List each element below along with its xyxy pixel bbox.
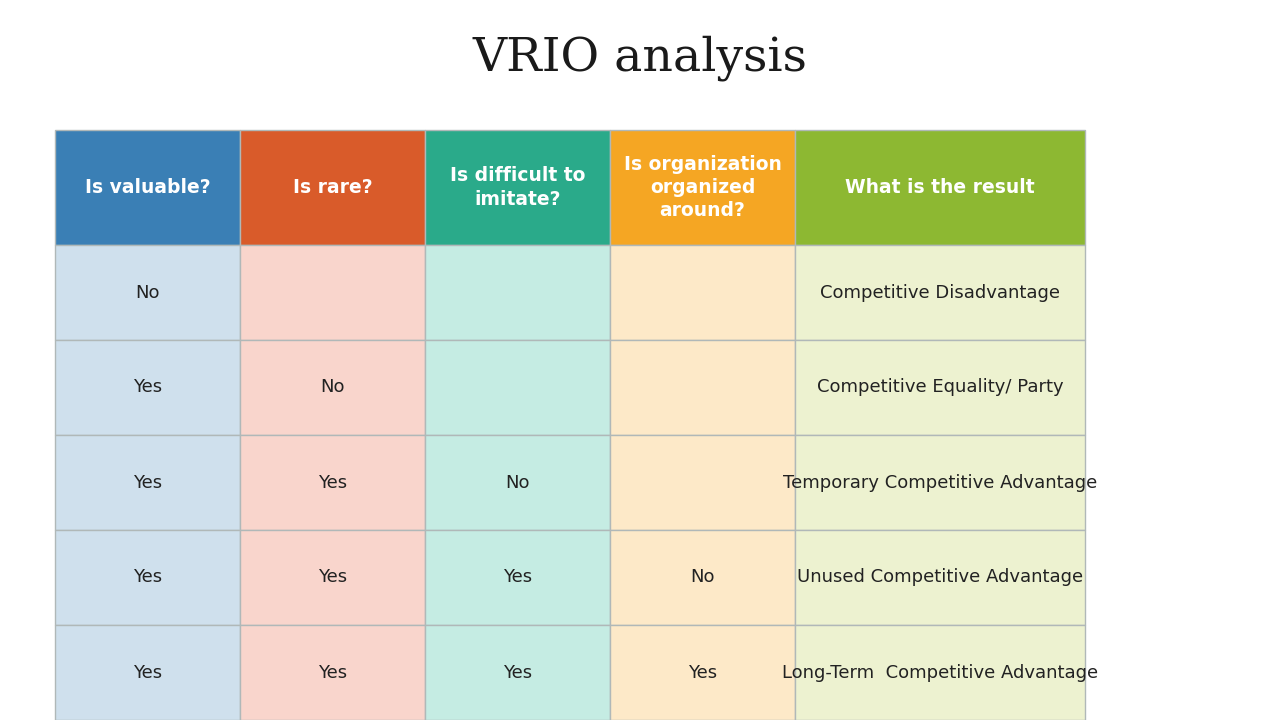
Text: Yes: Yes bbox=[503, 664, 532, 682]
Bar bbox=[795, 530, 1085, 625]
Text: No: No bbox=[136, 284, 160, 302]
Bar bbox=[55, 130, 241, 245]
Bar bbox=[611, 435, 795, 530]
Bar bbox=[425, 435, 611, 530]
Text: Is organization
organized
around?: Is organization organized around? bbox=[623, 155, 781, 220]
Text: Yes: Yes bbox=[133, 474, 163, 492]
Bar bbox=[795, 245, 1085, 340]
Bar bbox=[241, 625, 425, 720]
Text: Yes: Yes bbox=[133, 664, 163, 682]
Bar bbox=[611, 130, 795, 245]
Bar bbox=[425, 340, 611, 435]
Bar bbox=[55, 435, 241, 530]
Text: Is difficult to
imitate?: Is difficult to imitate? bbox=[449, 166, 585, 209]
Text: VRIO analysis: VRIO analysis bbox=[472, 35, 808, 81]
Bar bbox=[425, 625, 611, 720]
Bar bbox=[611, 245, 795, 340]
Text: Unused Competitive Advantage: Unused Competitive Advantage bbox=[797, 569, 1083, 587]
Text: No: No bbox=[320, 379, 344, 397]
Bar bbox=[611, 530, 795, 625]
Text: Yes: Yes bbox=[317, 664, 347, 682]
Bar bbox=[795, 625, 1085, 720]
Text: Yes: Yes bbox=[317, 474, 347, 492]
Text: Yes: Yes bbox=[317, 569, 347, 587]
Text: Competitive Disadvantage: Competitive Disadvantage bbox=[820, 284, 1060, 302]
Text: Long-Term  Competitive Advantage: Long-Term Competitive Advantage bbox=[782, 664, 1098, 682]
Text: Yes: Yes bbox=[133, 379, 163, 397]
Text: Is rare?: Is rare? bbox=[293, 178, 372, 197]
Text: Temporary Competitive Advantage: Temporary Competitive Advantage bbox=[783, 474, 1097, 492]
Bar bbox=[55, 245, 241, 340]
Bar bbox=[241, 245, 425, 340]
Bar bbox=[241, 435, 425, 530]
Bar bbox=[55, 530, 241, 625]
Bar bbox=[425, 530, 611, 625]
Text: Yes: Yes bbox=[687, 664, 717, 682]
Bar bbox=[241, 530, 425, 625]
Bar bbox=[425, 245, 611, 340]
Text: Yes: Yes bbox=[133, 569, 163, 587]
Bar bbox=[241, 340, 425, 435]
Text: No: No bbox=[506, 474, 530, 492]
Bar bbox=[611, 625, 795, 720]
Text: Is valuable?: Is valuable? bbox=[84, 178, 210, 197]
Bar bbox=[795, 340, 1085, 435]
Bar bbox=[241, 130, 425, 245]
Bar bbox=[795, 435, 1085, 530]
Text: What is the result: What is the result bbox=[845, 178, 1034, 197]
Bar bbox=[55, 340, 241, 435]
Bar bbox=[55, 625, 241, 720]
Text: Yes: Yes bbox=[503, 569, 532, 587]
Text: Competitive Equality/ Party: Competitive Equality/ Party bbox=[817, 379, 1064, 397]
Bar bbox=[611, 340, 795, 435]
Text: No: No bbox=[690, 569, 714, 587]
Bar bbox=[425, 130, 611, 245]
Bar bbox=[795, 130, 1085, 245]
